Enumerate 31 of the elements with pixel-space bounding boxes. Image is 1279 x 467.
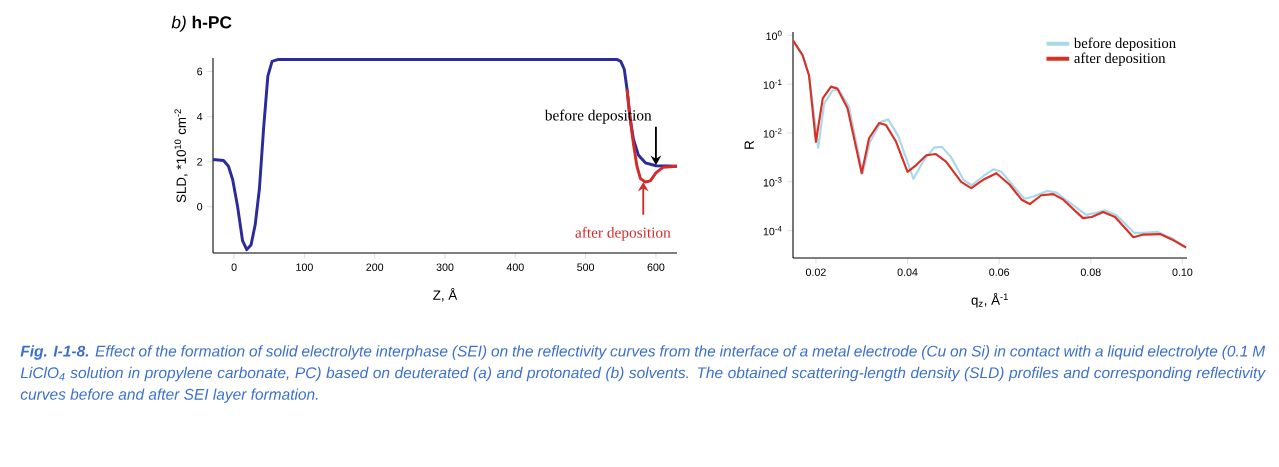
- y-axis-title: SLD, *10$^{10}$ cm$^{-2}$: [174, 109, 188, 203]
- y-tick-label: 10$^{-3}$: [763, 177, 782, 187]
- x-tick-label: 200: [366, 263, 384, 271]
- x-tick-label: 600: [647, 263, 665, 271]
- y-tick-label: 4: [196, 112, 203, 121]
- y-tick-label: 10$^{-2}$: [763, 128, 782, 138]
- legend-label: after deposition: [1074, 52, 1166, 67]
- x-tick-label: 400: [506, 263, 524, 271]
- x-tick-label: 500: [577, 263, 595, 271]
- y-tick-label: 2: [197, 157, 203, 166]
- text: Fig. I-1-8. Effect of the formation of solid electrolyte interphase (SEI) on the reflectivity curves from the interface of a metal electrode (Cu on Si) in contact with a liquid electrolyte (0.1 M LiClO$_{4}$ solution in propylene carbonate, PC) based on deuterated (a) and protonated (b) solvents. The obtained scattering-length density (SLD) profiles and corresponding reflectivity curves before and after SEI layer formation.: [20, 345, 1266, 403]
- x-tick-label: 0.10: [1172, 268, 1193, 276]
- annotation: after deposition: [575, 226, 671, 241]
- y-tick-label: 10$^{0}$: [766, 30, 782, 41]
- chart-title: b) h-PC: [171, 15, 232, 32]
- y-tick-label: 6: [197, 67, 203, 76]
- y-axis-title: R: [744, 140, 754, 149]
- y-tick-label: 10$^{-1}$: [763, 79, 782, 89]
- y-tick-label: 0: [197, 203, 203, 211]
- x-axis-title: Z, Å: [433, 288, 458, 302]
- line-series: [791, 39, 1188, 249]
- legend-label: before deposition: [1073, 37, 1176, 52]
- x-tick-label: 0.02: [805, 268, 826, 276]
- x-tick-label: 100: [296, 263, 313, 271]
- x-tick-label: 0: [231, 263, 237, 271]
- x-tick-label: 300: [436, 263, 454, 271]
- x-tick-label: 0.04: [897, 268, 918, 276]
- y-tick-label: 10$^{-4}$: [763, 225, 782, 236]
- x-tick-label: 0.06: [989, 268, 1010, 276]
- x-axis-title: q$_{z}$, Å$^{-1}$: [971, 293, 1008, 308]
- x-tick-label: 0.08: [1080, 268, 1101, 276]
